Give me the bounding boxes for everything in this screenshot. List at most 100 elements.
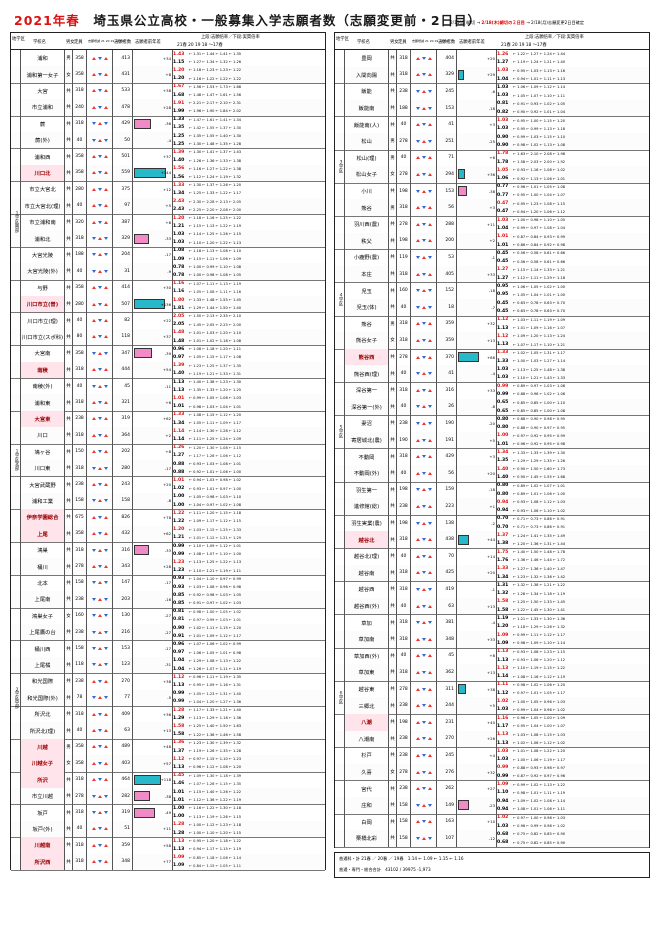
ratio-current: 0.93	[173, 576, 185, 582]
ratio-history: ← 1.16 ← 1.22 ← 1.30 ← 1.18	[189, 806, 242, 811]
ratio-current: 2.43	[173, 199, 185, 205]
ratio-actual: 1.16	[173, 289, 185, 295]
trend-down-icon	[97, 401, 102, 405]
trend-down-icon	[427, 372, 432, 376]
capacity-cell: 318	[397, 531, 411, 548]
trend-down-icon	[427, 488, 432, 492]
ratio-history-actual: ← 0.63 ← 0.78 ← 0.63 ← 0.70	[513, 309, 566, 314]
trend-up-icon	[103, 433, 108, 437]
ratio-cell: 1.09 ← 0.99 ← 1.02 ← 1.13 ← 1.22 1.10 ← 0.9…	[497, 780, 649, 797]
sex-cell: 共	[389, 680, 397, 698]
district-cell	[11, 115, 21, 132]
ratio-history: ← 0.75 ← 0.82 ← 0.85 ← 0.90	[513, 832, 566, 837]
sex-cell: 共	[65, 328, 73, 346]
ratio-actual: 1.13	[497, 657, 509, 663]
ratio-actual: 1.68	[173, 92, 185, 98]
ratio-actual: 1.40	[173, 158, 185, 164]
ratio-line-actual: 1.34 ← 1.23 ← 1.32 ← 1.36 ← 1.42	[497, 573, 649, 581]
ratio-history: ← 0.97 ← 1.15 ← 1.10 ← 1.23	[189, 757, 242, 762]
trend-cell	[411, 166, 437, 183]
capacity-cell: 238	[73, 591, 87, 608]
sex-cell: 共	[389, 481, 397, 499]
table-row: 本庄共 318 405 +33 1.27 ← 1.15 ← 1.14 ← 1.33 ← 1…	[335, 265, 649, 284]
trend-cell	[87, 788, 113, 805]
ratio-cell: 1.03 ← 0.95 ← 1.00 ← 1.15 ← 1.20 1.03 ← 0.9…	[497, 116, 649, 133]
diff-cell: +27	[457, 780, 497, 797]
diff-cell: +136	[133, 296, 173, 313]
ratio-history: ← 1.40 ← 1.50 ← 1.48 ← 1.78	[513, 550, 566, 555]
ratio-cell: 1.03 ← 1.01 ← 1.08 ← 1.22 ← 1.20 1.03 ← 1.0…	[497, 747, 649, 764]
ratio-history: ← 1.04 ← 1.10 ← 0.97 ← 0.99	[189, 576, 242, 581]
ratio-history-actual: ← 1.45 ← 2.05 ← 2.25 ← 2.00	[189, 322, 242, 327]
ratio-cell: 1.22 ← 1.11 ← 1.20 ← 1.15 ← 1.18 1.22 ← 1.0…	[173, 509, 325, 525]
trend-down-icon	[91, 811, 96, 815]
ratio-actual: 1.35	[497, 458, 509, 464]
capacity-cell: 158	[73, 492, 87, 510]
ratio-line-actual: 1.25 ← 1.30 ← 1.48 ← 1.35 ← 1.28	[173, 140, 325, 148]
trend-up-icon	[415, 73, 420, 77]
diff-value: +6	[165, 400, 171, 406]
sex-cell: 共	[389, 66, 397, 84]
table-row: 浦和第一女子女 358 431 +8 1.20 ← 1.18 ← 1.23 ← 1.23 …	[11, 66, 325, 84]
capacity-cell: 238	[397, 498, 411, 515]
diff-cell: +3	[457, 448, 497, 465]
ratio-current: 1.13	[173, 379, 185, 385]
trend-down-icon	[91, 237, 96, 241]
ratio-history-actual: ← 1.12 ← 1.24 ← 1.19 ← 1.32	[189, 175, 242, 180]
table-row: 越谷北共 318 438 +44 1.37 ← 1.24 ← 1.41 ← 1.35 ← …	[335, 531, 649, 549]
ratio-current: 1.28	[173, 822, 185, 828]
applicants-cell: 507	[113, 296, 133, 313]
diff-value: +12	[162, 186, 171, 192]
ratio-line-actual: 1.03 ← 1.00 ← 1.06 ← 1.19 ← 1.17	[497, 755, 649, 763]
ratio-cell: 1.75 ← 1.40 ← 1.50 ← 1.48 ← 1.78 1.76 ← 1.3…	[497, 548, 649, 565]
ratio-history: ← 1.06 ← 1.05 ← 1.02 ← 1.00	[513, 284, 566, 289]
diff-cell: +4	[457, 747, 497, 764]
table-row: 南稜(外) 共 40 45 -11 1.13 ← 1.40 ← 1.38 ← 1.23 ← …	[11, 378, 325, 396]
capacity-cell: 158	[73, 640, 87, 657]
diff-cell: +14	[457, 548, 497, 565]
ratio-history: ← 2.21 ← 2.17 ← 2.10 ← 2.31	[189, 101, 242, 106]
capacity-cell: 318	[397, 614, 411, 631]
diff-value: -18	[488, 487, 495, 493]
ratio-current: 1.34	[497, 450, 509, 456]
ratio-actual: 1.01	[173, 404, 185, 410]
ratio-history-actual: ← 1.19 ← 1.26 ← 1.35 ← 1.28	[189, 749, 242, 754]
table-row: 坂戸共 318 319 -49 1.00 ← 1.16 ← 1.22 ← 1.30 ← 1…	[11, 804, 325, 822]
diff-cell: +20	[133, 476, 173, 493]
ratio-actual: 1.00	[173, 502, 185, 508]
trend-cell	[411, 133, 437, 150]
trend-up-icon	[97, 614, 102, 618]
capacity-cell: 675	[73, 509, 87, 526]
trend-cell	[87, 312, 113, 329]
ratio-actual: 1.34	[497, 574, 509, 580]
applicants-cell: 348	[113, 853, 133, 870]
ratio-history: ← 0.99 ← 1.11 ← 1.12 ← 1.17	[513, 633, 566, 638]
trend-up-icon	[103, 105, 108, 109]
diff-value: -2	[491, 520, 495, 526]
applicants-cell: 56	[437, 465, 457, 482]
ratio-line-actual: 1.20 ← 1.16 ← 1.22 ← 1.22 ← 1.22	[173, 75, 325, 83]
ratio-line-actual: 1.34 ← 1.25 ← 1.33 ← 1.22 ← 1.17	[173, 189, 325, 197]
diff-bar	[134, 774, 161, 785]
diff-value: -36	[164, 121, 171, 127]
diff-value: +13	[486, 337, 495, 343]
capacity-cell: 318	[397, 382, 411, 399]
capacity-cell: 358	[73, 148, 87, 165]
capacity-cell: 158	[397, 813, 411, 831]
ratio-cell: 1.26 ← 1.20 ← 1.30 ← 1.08 ← 1.15 1.27 ← 1.1…	[173, 444, 325, 460]
ratio-cell: 1.40 ← 0.90 ← 1.50 ← 1.60 ← 1.73 1.40 ← 0.9…	[497, 465, 649, 482]
school-name: 松山	[345, 133, 389, 150]
trend-cell	[87, 427, 113, 444]
summary-line-2: 普通・専門・総合合計	[339, 867, 381, 872]
ratio-line-actual: 1.32 ← 1.28 ← 1.34 ← 1.18 ← 1.19	[497, 589, 649, 597]
school-name: 八潮南	[345, 730, 389, 748]
trend-up-icon	[91, 860, 96, 864]
school-name: 飯能南	[345, 99, 389, 117]
trend-up-icon	[103, 729, 108, 733]
ratio-current: 1.33	[173, 182, 185, 188]
table-row: 松山男 278 251 -25 0.90 ← 0.99 ← 1.03 ← 1.15 ← 1…	[335, 133, 649, 151]
school-name: 和光国際	[21, 673, 65, 690]
sex-cell: 共	[65, 624, 73, 641]
trend-down-icon	[97, 433, 102, 437]
